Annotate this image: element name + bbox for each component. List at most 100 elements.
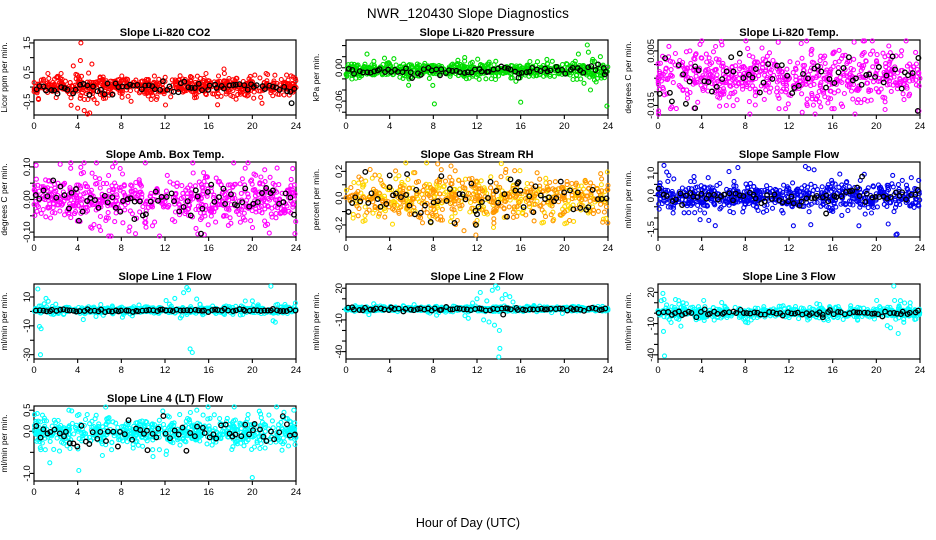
outlier-point xyxy=(811,167,817,173)
data-point xyxy=(575,51,581,57)
data-point xyxy=(459,180,465,186)
data-point xyxy=(728,54,735,61)
data-point xyxy=(553,63,560,70)
data-point xyxy=(787,59,793,65)
data-point xyxy=(808,195,815,202)
data-point xyxy=(514,204,520,210)
data-point xyxy=(376,211,382,217)
data-point xyxy=(393,168,399,174)
data-point xyxy=(475,203,482,210)
data-point xyxy=(348,185,354,191)
data-point xyxy=(476,76,482,82)
data-point xyxy=(903,182,910,188)
data-point xyxy=(660,71,666,77)
data-point xyxy=(268,211,274,217)
data-point xyxy=(232,81,239,88)
data-point xyxy=(510,209,516,215)
data-point xyxy=(747,111,753,117)
data-point xyxy=(656,108,662,114)
data-point xyxy=(121,182,127,188)
data-point xyxy=(468,69,475,76)
data-point xyxy=(406,202,413,209)
data-point xyxy=(605,182,611,188)
data-point xyxy=(712,223,718,229)
data-point xyxy=(595,208,601,214)
data-point xyxy=(245,191,251,197)
data-point xyxy=(569,180,575,187)
data-point xyxy=(856,193,863,199)
data-point xyxy=(211,198,218,205)
data-point xyxy=(761,96,767,102)
data-point xyxy=(817,58,823,64)
data-point xyxy=(292,300,298,306)
data-point xyxy=(886,43,892,49)
x-tick-label: 20 xyxy=(871,243,882,254)
data-point xyxy=(844,73,850,79)
data-point xyxy=(478,199,485,205)
data-point xyxy=(364,69,371,76)
data-point xyxy=(406,185,413,191)
y-tick-label: -30 xyxy=(22,348,33,362)
data-point xyxy=(290,190,296,196)
data-point xyxy=(472,198,478,204)
data-point xyxy=(506,204,512,210)
y-tick-label: -1.5 xyxy=(646,221,657,237)
data-point xyxy=(291,182,297,188)
data-point xyxy=(807,68,813,74)
data-point xyxy=(143,88,150,94)
data-point xyxy=(36,195,43,202)
data-point xyxy=(657,180,663,186)
data-point xyxy=(663,66,669,72)
data-point xyxy=(466,176,472,182)
data-point xyxy=(867,51,874,57)
data-point xyxy=(665,178,671,184)
data-point xyxy=(116,185,122,191)
data-point xyxy=(494,205,500,211)
data-point xyxy=(656,201,662,207)
data-point xyxy=(160,201,166,207)
data-point xyxy=(917,75,923,81)
data-point xyxy=(282,207,288,213)
data-point xyxy=(868,199,874,205)
outlier-point xyxy=(518,99,524,105)
outlier-point xyxy=(292,231,298,237)
outlier-point xyxy=(601,71,608,78)
data-point xyxy=(916,203,922,209)
data-point xyxy=(916,71,922,77)
data-point xyxy=(403,206,409,212)
data-point xyxy=(836,188,842,194)
data-point xyxy=(804,184,811,190)
series-hourly-means xyxy=(345,168,610,228)
outlier-point xyxy=(894,231,900,237)
data-point xyxy=(814,63,821,70)
data-point xyxy=(760,56,766,62)
y-tick-label: -10 xyxy=(22,319,33,333)
data-point xyxy=(142,160,148,166)
data-point xyxy=(845,208,851,214)
data-point xyxy=(559,66,565,73)
data-point xyxy=(487,178,494,185)
data-point xyxy=(825,100,831,106)
data-point xyxy=(478,68,485,75)
data-point xyxy=(590,211,596,217)
data-point xyxy=(555,70,561,76)
data-point xyxy=(470,191,477,197)
y-tick-label: 0.00 xyxy=(22,190,33,209)
data-point xyxy=(897,201,903,208)
data-point xyxy=(375,213,382,219)
data-point xyxy=(378,177,384,183)
data-point xyxy=(343,72,350,78)
data-point xyxy=(51,87,58,94)
data-point xyxy=(277,202,283,208)
data-point xyxy=(706,76,712,82)
data-point xyxy=(664,77,670,83)
x-tick-label: 0 xyxy=(31,365,36,376)
data-point xyxy=(47,201,53,207)
data-point xyxy=(663,192,670,199)
x-tick-label: 4 xyxy=(699,121,704,132)
data-point xyxy=(360,218,366,224)
data-point xyxy=(768,67,774,73)
data-point xyxy=(819,87,825,93)
data-point xyxy=(729,64,735,70)
data-point xyxy=(763,67,769,73)
